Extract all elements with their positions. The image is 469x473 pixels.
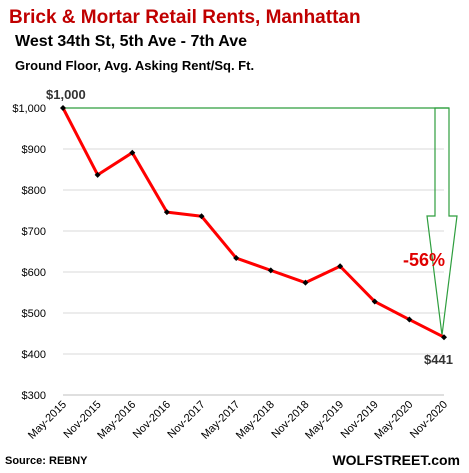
chart-title: Brick & Mortar Retail Rents, Manhattan — [9, 7, 361, 28]
data-point — [94, 171, 101, 178]
data-point — [371, 298, 378, 305]
data-point — [267, 267, 274, 274]
x-tick-label: May-2015 — [26, 399, 69, 442]
data-point — [233, 255, 240, 262]
data-points — [60, 105, 447, 341]
data-point — [129, 149, 136, 156]
percent-change-label: -56% — [403, 250, 445, 270]
data-point — [163, 209, 170, 216]
y-tick-label: $700 — [22, 226, 46, 238]
y-tick-label: $500 — [22, 308, 46, 320]
chart-subtitle-2: Ground Floor, Avg. Asking Rent/Sq. Ft. — [15, 58, 254, 73]
y-tick-label: $300 — [22, 390, 46, 402]
data-point — [406, 316, 413, 323]
end-value-label: $441 — [424, 352, 453, 367]
x-tick-label: May-2016 — [95, 399, 138, 442]
start-value-label: $1,000 — [46, 87, 86, 102]
brand-watermark: WOLFSTREET.com — [332, 452, 460, 468]
data-point — [60, 105, 66, 111]
x-tick-label: May-2018 — [234, 399, 277, 442]
grid-lines — [63, 107, 444, 355]
y-tick-label: $600 — [22, 267, 46, 279]
data-point — [302, 279, 309, 286]
chart-subtitle: West 34th St, 5th Ave - 7th Ave — [15, 33, 247, 50]
y-tick-label: $800 — [22, 185, 46, 197]
source-note: Source: REBNY — [5, 455, 88, 467]
series-line — [61, 107, 445, 339]
arrow-shape — [426, 107, 458, 336]
x-tick-label: May-2019 — [303, 399, 346, 442]
data-point — [441, 334, 447, 341]
y-axis: $300 $400 $500 $600 $700 $800 $900 $1,000 — [12, 103, 46, 402]
data-point — [198, 213, 205, 220]
x-axis: May-2015Nov-2015May-2016Nov-2016Nov-2017… — [26, 399, 450, 442]
decline-arrow — [63, 107, 458, 336]
x-tick-label: Nov-2020 — [408, 399, 450, 441]
x-tick-label: May-2020 — [372, 399, 415, 442]
y-tick-label: $400 — [22, 349, 46, 361]
y-tick-label: $900 — [22, 144, 46, 156]
y-tick-label: $1,000 — [12, 103, 46, 115]
data-point — [337, 263, 344, 270]
